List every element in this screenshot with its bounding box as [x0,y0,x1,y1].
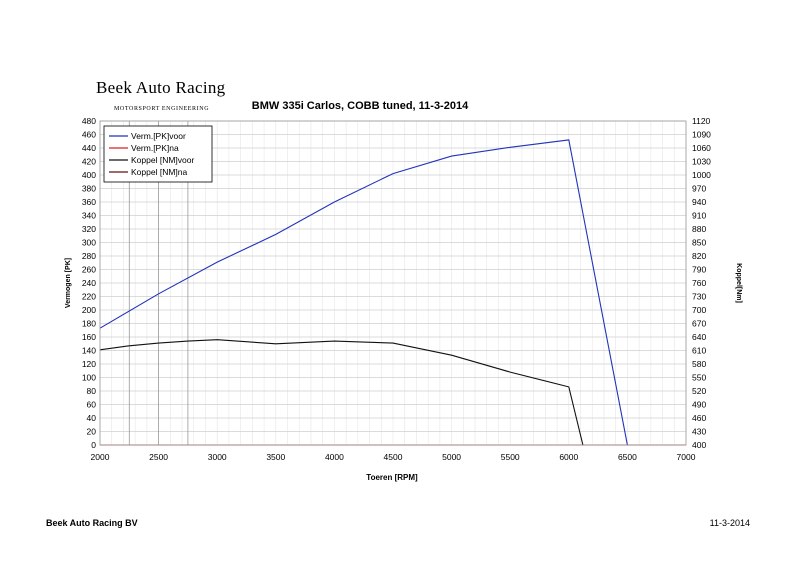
y2-tick-label: 790 [692,265,706,275]
y2-tick-label: 670 [692,319,706,329]
y-tick-label: 180 [82,319,96,329]
y-axis-label: Vermogen [PK] [65,258,72,308]
x-tick-label: 6500 [618,452,637,462]
y2-tick-label: 550 [692,373,706,383]
y-tick-label: 280 [82,251,96,261]
legend-box [103,125,213,183]
y2-tick-label: 1090 [692,130,711,140]
chart-title: BMW 335i Carlos, COBB tuned, 11-3-2014 [252,100,469,112]
y-tick-label: 460 [82,130,96,140]
y-tick-label: 240 [82,278,96,288]
y-tick-label: 380 [82,184,96,194]
x-tick-label: 5000 [442,452,461,462]
y2-tick-label: 640 [692,332,706,342]
x-tick-label: 4000 [325,452,344,462]
y-tick-label: 220 [82,292,96,302]
y2-tick-label: 610 [692,346,706,356]
y2-tick-label: 910 [692,211,706,221]
plot-frame [99,120,687,446]
footer-date: 11-3-2014 [709,518,750,528]
legend-label: Koppel [NM]voor [131,155,194,165]
y-tick-label: 480 [82,116,96,126]
series-line-1 [99,139,628,446]
y2-tick-label: 580 [692,359,706,369]
axis-layer: 0 20 40 60 80 100 120 140 160 180 200 220 240 260 280 3… [82,116,711,462]
y2-tick-label: 460 [692,413,706,423]
y-tick-label: 80 [87,386,97,396]
y2-tick-label: 700 [692,305,706,315]
y-tick-label: 140 [82,346,96,356]
x-tick-label: 4500 [384,452,403,462]
y-tick-label: 300 [82,238,96,248]
x-tick-label: 2000 [91,452,110,462]
y2-tick-label: 490 [692,400,706,410]
y-tick-label: 360 [82,197,96,207]
y2-tick-label: 940 [692,197,706,207]
y-tick-label: 440 [82,143,96,153]
x-tick-label: 6000 [559,452,578,462]
y-tick-label: 0 [91,440,96,450]
series-line-3 [99,339,584,446]
x-tick-label: 2500 [149,452,168,462]
y2-tick-label: 1030 [692,157,711,167]
y2-tick-label: 820 [692,251,706,261]
y-tick-label: 100 [82,373,96,383]
y-tick-label: 120 [82,359,96,369]
y2-tick-label: 730 [692,292,706,302]
y-tick-label: 20 [87,427,97,437]
y2-tick-label: 430 [692,427,706,437]
company-logo: Beek Auto Racing MOTORSPORT ENGINEERING [96,68,226,118]
logo-subtitle: MOTORSPORT ENGINEERING [114,106,210,112]
y2-tick-label: 880 [692,224,706,234]
x-tick-label: 3500 [266,452,285,462]
y2-tick-label: 400 [692,440,706,450]
legend: Verm.[PK]voor Verm.[PK]na Koppel [NM]voor K… [103,125,213,183]
y2-axis-label: Koppel[Nm] [735,263,742,303]
y-tick-label: 260 [82,265,96,275]
logo-wordmark: Beek Auto Racing [96,78,226,97]
legend-label: Verm.[PK]voor [131,131,186,141]
y2-tick-label: 850 [692,238,706,248]
y2-tick-label: 520 [692,386,706,396]
y-tick-label: 320 [82,224,96,234]
legend-label: Koppel [NM]na [131,167,187,177]
y-tick-label: 400 [82,170,96,180]
legend-label: Verm.[PK]na [131,143,179,153]
x-tick-label: 7000 [677,452,696,462]
y-tick-label: 200 [82,305,96,315]
y2-tick-label: 1000 [692,170,711,180]
y2-tick-label: 970 [692,184,706,194]
x-tick-label: 3000 [208,452,227,462]
y2-tick-label: 1120 [692,116,711,126]
y-tick-label: 420 [82,157,96,167]
x-tick-label: 5500 [501,452,520,462]
y2-tick-label: 1060 [692,143,711,153]
x-axis-label: Toeren [RPM] [366,473,418,482]
y2-tick-label: 760 [692,278,706,288]
y-tick-label: 340 [82,211,96,221]
y-tick-label: 60 [87,400,97,410]
y-tick-label: 160 [82,332,96,342]
y-tick-label: 40 [87,413,97,423]
footer-company: Beek Auto Racing BV [46,518,138,528]
